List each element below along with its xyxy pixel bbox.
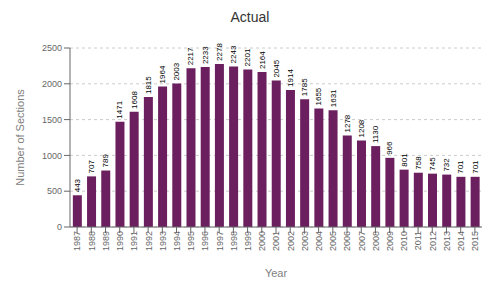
svg-text:2233: 2233	[201, 46, 210, 64]
svg-text:1990: 1990	[115, 231, 125, 251]
svg-text:2278: 2278	[215, 43, 224, 61]
svg-text:1631: 1631	[329, 89, 338, 107]
svg-text:Year: Year	[265, 267, 288, 279]
svg-text:745: 745	[428, 157, 437, 171]
svg-text:701: 701	[471, 160, 480, 174]
svg-text:2013: 2013	[442, 231, 452, 251]
svg-text:1655: 1655	[314, 87, 323, 105]
svg-text:1993: 1993	[158, 231, 168, 251]
html-text:Actual: Actual	[230, 9, 270, 25]
svg-text:443: 443	[73, 178, 82, 192]
svg-text:2009: 2009	[385, 231, 395, 251]
svg-text:2500: 2500	[42, 43, 62, 53]
svg-text:2201: 2201	[243, 48, 252, 66]
svg-text:1130: 1130	[371, 125, 380, 143]
svg-text:1208: 1208	[357, 119, 366, 137]
svg-text:2010: 2010	[399, 231, 409, 251]
svg-text:1278: 1278	[343, 114, 352, 132]
svg-text:2007: 2007	[357, 231, 367, 251]
svg-text:2002: 2002	[286, 231, 296, 251]
svg-text:1989: 1989	[101, 231, 111, 251]
svg-text:2004: 2004	[314, 231, 324, 251]
svg-text:2005: 2005	[328, 231, 338, 251]
svg-text:1992: 1992	[144, 231, 154, 251]
svg-text:2003: 2003	[172, 62, 181, 80]
svg-text:2014: 2014	[456, 231, 466, 251]
svg-text:2164: 2164	[258, 51, 267, 69]
svg-text:1000: 1000	[42, 151, 62, 161]
svg-text:1994: 1994	[172, 231, 182, 251]
svg-text:2012: 2012	[428, 231, 438, 251]
svg-text:1996: 1996	[200, 231, 210, 251]
svg-text:0: 0	[57, 222, 62, 232]
svg-text:789: 789	[101, 154, 110, 168]
svg-text:2003: 2003	[300, 231, 310, 251]
svg-text:1991: 1991	[129, 231, 139, 251]
svg-text:1608: 1608	[130, 91, 139, 109]
svg-text:2000: 2000	[257, 231, 267, 251]
svg-text:1964: 1964	[158, 65, 167, 83]
svg-text:966: 966	[385, 141, 394, 155]
svg-text:707: 707	[87, 159, 96, 173]
svg-text:2000: 2000	[42, 79, 62, 89]
svg-text:1785: 1785	[300, 78, 309, 96]
svg-text:1998: 1998	[229, 231, 239, 251]
svg-text:2045: 2045	[272, 59, 281, 77]
svg-text:500: 500	[47, 186, 62, 196]
svg-text:2006: 2006	[342, 231, 352, 251]
svg-text:1471: 1471	[115, 100, 124, 118]
svg-text:1987: 1987	[72, 231, 82, 251]
svg-text:1500: 1500	[42, 115, 62, 125]
svg-text:2015: 2015	[470, 231, 480, 251]
svg-text:1815: 1815	[144, 76, 153, 94]
svg-text:758: 758	[414, 156, 423, 170]
svg-text:2011: 2011	[413, 231, 423, 250]
svg-text:801: 801	[400, 153, 409, 167]
svg-text:1995: 1995	[186, 231, 196, 251]
svg-text:2008: 2008	[371, 231, 381, 251]
svg-text:1997: 1997	[215, 231, 225, 251]
svg-text:1999: 1999	[243, 231, 253, 251]
svg-text:732: 732	[442, 158, 451, 172]
svg-text:701: 701	[456, 160, 465, 174]
svg-text:Number of Sections: Number of Sections	[14, 89, 26, 186]
svg-text:2243: 2243	[229, 45, 238, 63]
svg-text:2217: 2217	[186, 47, 195, 65]
svg-text:2001: 2001	[271, 231, 281, 251]
svg-text:1914: 1914	[286, 69, 295, 87]
svg-text:1988: 1988	[87, 231, 97, 251]
